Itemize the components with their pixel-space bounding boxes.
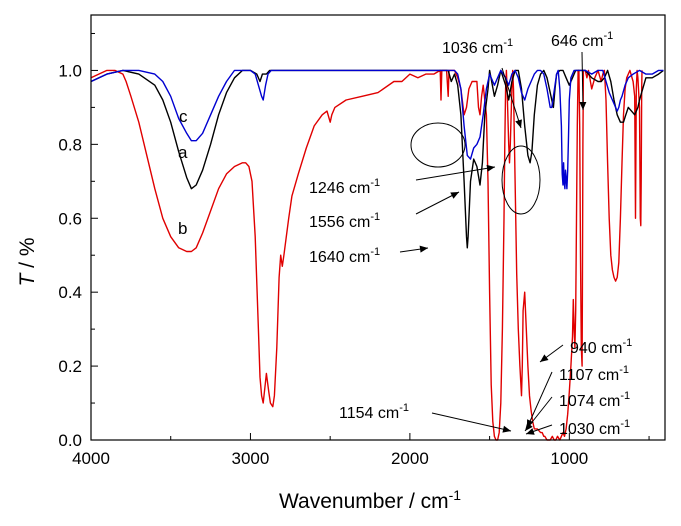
annotation-arrow: [526, 371, 553, 429]
annotation-arrowhead: [579, 101, 587, 110]
annotation-1030: 1030 cm-1: [559, 418, 630, 438]
annotation-arrowhead: [526, 428, 535, 435]
series-layer: [90, 69, 664, 441]
annotation-1154: 1154 cm-1: [339, 402, 409, 422]
x-tick-label: 2000: [391, 449, 429, 468]
annotation-arrow: [415, 191, 460, 215]
annotation-1036: 1036 cm-1: [442, 37, 513, 57]
annotation-arrowhead: [450, 192, 459, 199]
annotation-646: 646 cm-1: [551, 30, 613, 50]
annotation-1107: 1107 cm-1: [559, 364, 629, 384]
annotation-arrowhead: [540, 354, 549, 362]
y-tick-label: 0.8: [58, 135, 82, 154]
y-tick-label: 0.2: [58, 357, 82, 376]
annotation-arrows: [399, 51, 587, 435]
annotation-arrowhead: [419, 245, 428, 253]
annotation-arrow: [431, 412, 512, 432]
annotation-1640: 1640 cm-1: [309, 246, 380, 266]
y-tick-label: 0.6: [58, 209, 82, 228]
annotation-arrowhead: [515, 119, 522, 128]
annotation-1074: 1074 cm-1: [559, 390, 630, 410]
y-tick-label: 1.0: [58, 61, 82, 80]
annotation-arrow: [501, 67, 522, 129]
annotation-1556: 1556 cm-1: [309, 211, 380, 231]
annotation-940: 940 cm-1: [570, 337, 632, 357]
annotation-arrowhead: [525, 422, 533, 431]
highlight-ellipses: [410, 122, 541, 215]
x-tick-label: 4000: [72, 449, 110, 468]
plot-frame: [90, 14, 666, 441]
y-tick-label: 0.4: [58, 283, 82, 302]
y-tick-label: 0.0: [58, 431, 82, 450]
annotation-1246: 1246 cm-1: [309, 177, 380, 197]
y-axis-title: T / %: [16, 237, 39, 286]
curve-label-a: a: [178, 143, 188, 162]
annotation-arrow: [581, 51, 584, 111]
curve-label-b: b: [178, 219, 187, 238]
x-tick-label: 1000: [550, 449, 588, 468]
curve-label-c: c: [179, 107, 188, 126]
annotation-arrowhead: [486, 164, 495, 172]
highlight-ellipse-1030: [501, 145, 541, 215]
annotation-arrow: [415, 166, 496, 181]
highlight-ellipse-1600: [410, 122, 466, 168]
annotation-arrowhead: [502, 425, 511, 433]
x-axis-title: Wavenumber / cm-1: [279, 487, 461, 513]
axis-ticks: 4000 3000 2000 1000 0.0 0.2 0.4 0.6 0.8 1.0: [58, 32, 650, 468]
x-tick-label: 3000: [232, 449, 270, 468]
series-line-c: [90, 69, 664, 190]
